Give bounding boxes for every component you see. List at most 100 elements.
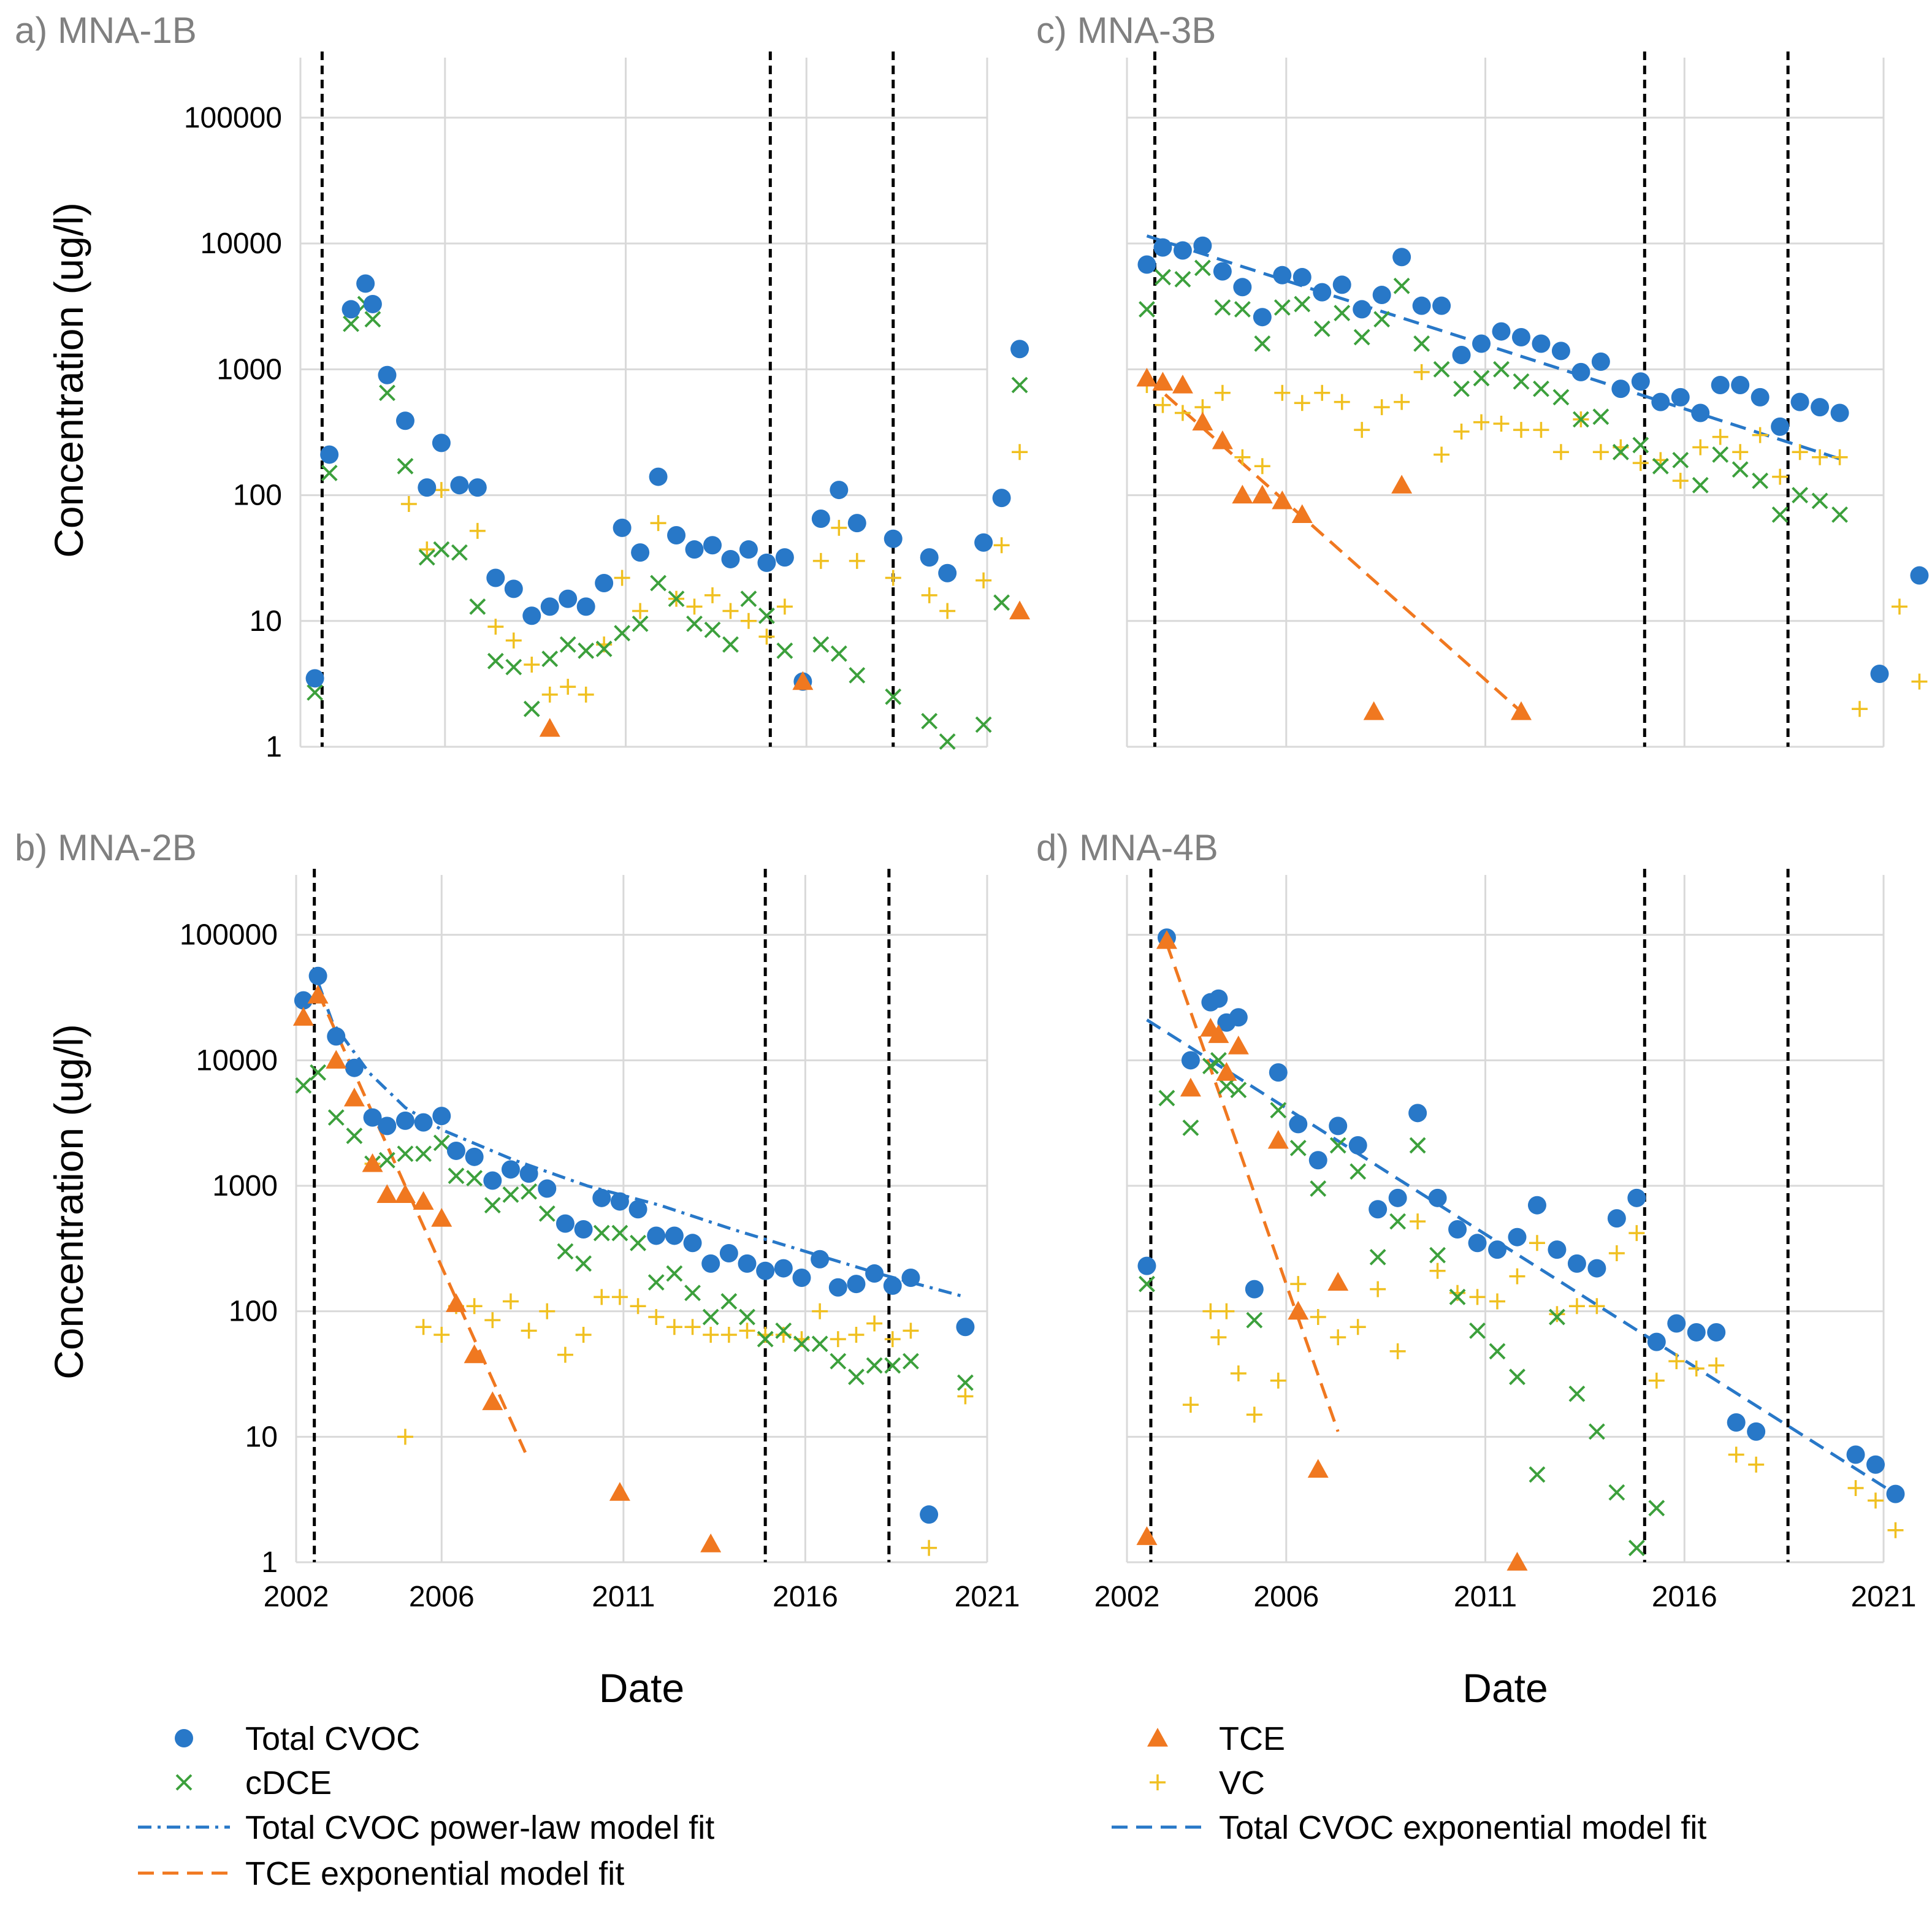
- legend-item: Total CVOC power-law model fit: [138, 1809, 714, 1846]
- data-point: [1193, 236, 1212, 255]
- data-point: [487, 619, 504, 635]
- data-point: [1182, 1119, 1199, 1136]
- panel-title: d) MNA-4B: [1036, 827, 1218, 868]
- data-point: [1354, 422, 1370, 438]
- data-point: [632, 615, 649, 632]
- data-point: [1668, 1353, 1685, 1370]
- data-point: [1727, 1413, 1746, 1432]
- panel-title: b) MNA-2B: [15, 827, 197, 868]
- data-point: [1511, 327, 1530, 346]
- data-point: [812, 1303, 828, 1319]
- data-point: [1429, 1246, 1446, 1264]
- data-point: [1492, 322, 1511, 341]
- data-point: [720, 1326, 737, 1343]
- data-point: [1732, 444, 1749, 460]
- legend-marker-swatch: [1147, 1728, 1168, 1747]
- data-point: [1009, 600, 1031, 620]
- data-point: [1648, 1372, 1665, 1389]
- data-point: [419, 541, 435, 558]
- series-vc: [1139, 364, 1928, 717]
- data-point: [448, 1167, 465, 1185]
- data-point: [1139, 1275, 1155, 1292]
- data-point: [1452, 345, 1471, 364]
- data-point: [1831, 506, 1848, 523]
- data-point: [363, 1108, 382, 1127]
- data-point: [686, 615, 703, 632]
- data-point: [559, 636, 576, 653]
- data-point: [920, 1505, 939, 1524]
- data-point: [738, 1254, 757, 1273]
- data-point: [575, 1255, 592, 1272]
- data-point: [1812, 449, 1828, 465]
- data-point: [1571, 362, 1590, 381]
- data-point: [1310, 1180, 1327, 1197]
- data-point: [1394, 394, 1410, 410]
- data-point: [464, 1344, 485, 1364]
- data-point: [920, 548, 939, 567]
- data-point: [1790, 392, 1809, 411]
- data-point: [828, 1278, 847, 1297]
- data-point: [1273, 265, 1292, 284]
- data-point: [1707, 1323, 1726, 1342]
- data-point: [1847, 1480, 1864, 1497]
- legend-label: Total CVOC: [245, 1720, 420, 1757]
- data-point: [1831, 449, 1848, 465]
- data-point: [1792, 444, 1808, 460]
- data-point: [320, 445, 339, 464]
- series-total-cvoc: [294, 966, 975, 1524]
- data-point: [1410, 1213, 1426, 1230]
- data-point: [1608, 1245, 1625, 1262]
- data-point: [1652, 457, 1669, 475]
- data-point: [739, 1323, 755, 1339]
- data-point: [614, 570, 630, 586]
- data-point: [885, 688, 902, 705]
- data-point: [1488, 1240, 1507, 1259]
- data-point: [684, 1285, 701, 1302]
- data-point: [483, 1171, 502, 1190]
- data-point: [993, 537, 1010, 554]
- data-point: [1433, 361, 1450, 378]
- data-point: [1453, 423, 1470, 440]
- y-tick-label: 100000: [180, 919, 278, 952]
- data-point: [418, 478, 437, 497]
- data-point: [1453, 380, 1470, 397]
- data-point: [1373, 399, 1390, 416]
- data-point: [610, 1192, 629, 1211]
- data-point: [1549, 1306, 1565, 1323]
- data-point: [1267, 1129, 1289, 1149]
- data-point: [363, 294, 382, 313]
- data-point: [1532, 334, 1551, 353]
- data-point: [1314, 384, 1331, 401]
- data-point: [1253, 308, 1272, 327]
- y-tick-label: 10000: [196, 1044, 278, 1077]
- legend-item: Total CVOC: [175, 1720, 420, 1757]
- data-point: [811, 509, 830, 528]
- data-point: [830, 481, 849, 500]
- data-point: [1473, 370, 1490, 387]
- data-point: [1611, 380, 1630, 399]
- data-point: [1334, 394, 1350, 410]
- data-point: [560, 679, 576, 695]
- fit-line: [316, 981, 966, 1299]
- data-point: [1156, 930, 1177, 949]
- data-point: [592, 1188, 611, 1207]
- data-point: [557, 1243, 574, 1260]
- data-point: [614, 625, 631, 642]
- data-point: [1372, 286, 1391, 305]
- data-point: [1506, 1552, 1528, 1571]
- data-point: [521, 1323, 537, 1339]
- data-point: [521, 1183, 538, 1200]
- data-point: [1393, 277, 1410, 294]
- data-point: [469, 598, 486, 615]
- data-point: [1508, 1227, 1527, 1246]
- data-point: [294, 991, 313, 1010]
- panel-title: a) MNA-1B: [15, 10, 197, 51]
- data-point: [1448, 1220, 1467, 1239]
- data-point: [883, 1276, 902, 1295]
- y-tick-label: 100: [229, 1296, 278, 1328]
- data-point: [305, 669, 324, 688]
- data-point: [1153, 238, 1172, 257]
- data-point: [446, 1141, 465, 1160]
- data-point: [1194, 259, 1211, 277]
